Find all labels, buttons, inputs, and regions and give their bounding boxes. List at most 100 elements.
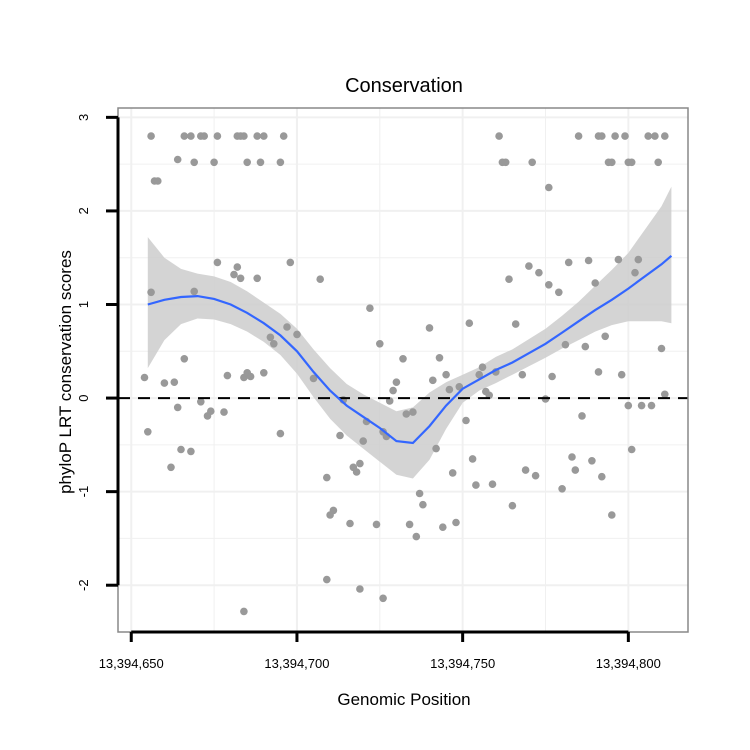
data-point	[200, 132, 208, 140]
data-point	[240, 132, 248, 140]
y-tick-label: 0	[76, 394, 91, 401]
data-point	[412, 532, 421, 541]
data-point	[584, 256, 593, 265]
x-tick-label: 13,394,750	[430, 656, 495, 671]
data-point	[323, 575, 331, 584]
y-axis-title: phyloP LRT conservation scores	[56, 250, 75, 494]
data-point	[545, 183, 553, 192]
data-point	[508, 501, 517, 510]
y-axis-ticks: -2 -1 0 1 2 3	[76, 114, 118, 591]
data-point	[236, 274, 245, 283]
data-point	[336, 431, 344, 440]
data-point	[571, 466, 580, 474]
data-point	[276, 158, 285, 167]
data-point	[488, 480, 497, 489]
data-point	[240, 607, 248, 616]
data-point	[260, 132, 268, 140]
data-point	[220, 408, 228, 416]
data-point	[475, 370, 484, 379]
data-point	[548, 372, 556, 381]
data-point	[167, 463, 175, 472]
smooth-trend-line	[147, 254, 673, 445]
data-point	[402, 410, 411, 418]
data-point	[518, 370, 527, 379]
data-point	[591, 279, 599, 287]
data-point	[624, 401, 633, 410]
data-point	[140, 373, 149, 382]
data-point	[253, 132, 261, 140]
data-point	[657, 344, 666, 353]
data-point	[352, 468, 361, 476]
axes: 13,394,650 13,394,700 13,394,750 13,394,800…	[76, 114, 661, 671]
data-point	[617, 370, 626, 379]
data-point	[276, 429, 285, 438]
y-tick-label: -1	[76, 486, 91, 498]
data-point	[372, 520, 381, 529]
data-point	[359, 437, 368, 445]
data-point	[627, 158, 636, 167]
data-point	[472, 481, 480, 489]
data-point	[465, 319, 474, 328]
data-point	[545, 281, 553, 289]
data-point	[661, 132, 669, 140]
data-point	[190, 158, 198, 167]
data-point	[283, 323, 291, 331]
x-axis-ticks: 13,394,650 13,394,700 13,394,750 13,394,800	[99, 632, 661, 671]
data-point	[177, 445, 185, 454]
data-point	[329, 506, 338, 515]
data-point	[187, 447, 195, 456]
data-point	[180, 355, 189, 363]
data-point	[210, 158, 218, 167]
data-point	[270, 340, 278, 348]
data-point	[631, 268, 639, 277]
data-point	[439, 523, 447, 531]
data-point	[528, 158, 536, 167]
data-point	[279, 132, 288, 140]
data-point	[637, 401, 646, 410]
data-point	[608, 158, 616, 167]
data-point	[256, 158, 265, 167]
data-point	[356, 585, 364, 593]
data-point	[190, 287, 198, 296]
plot-panel	[117, 107, 689, 633]
data-point	[356, 459, 364, 468]
data-point	[147, 132, 155, 140]
data-point	[442, 370, 450, 379]
data-point	[389, 386, 397, 395]
data-point	[654, 158, 662, 167]
data-point	[409, 408, 417, 416]
data-point	[588, 457, 596, 465]
x-tick-label: 13,394,650	[99, 656, 164, 671]
x-tick-label: 13,394,700	[264, 656, 329, 671]
data-point	[598, 472, 606, 481]
data-point	[309, 374, 318, 383]
data-point	[598, 132, 606, 140]
data-point	[266, 333, 275, 342]
data-point	[578, 412, 586, 420]
confidence-band	[147, 186, 672, 479]
data-point	[568, 453, 576, 461]
data-point	[173, 403, 182, 412]
data-point	[213, 132, 222, 140]
data-point	[501, 158, 510, 167]
data-point	[608, 511, 616, 519]
data-point	[521, 466, 530, 474]
y-tick-label: -2	[76, 579, 91, 591]
data-point	[376, 340, 384, 348]
data-point	[511, 320, 520, 328]
data-point	[233, 263, 242, 271]
data-point	[581, 342, 590, 351]
data-point	[187, 132, 195, 140]
data-point	[346, 519, 354, 528]
y-tick-label: 2	[76, 207, 91, 214]
chart-title: Conservation	[345, 75, 463, 97]
data-point	[644, 132, 652, 140]
data-point	[478, 363, 487, 372]
data-point	[366, 304, 374, 313]
data-point	[462, 416, 470, 425]
data-point	[535, 268, 543, 277]
data-point	[531, 471, 540, 480]
data-point	[601, 332, 609, 341]
data-point	[468, 455, 477, 463]
